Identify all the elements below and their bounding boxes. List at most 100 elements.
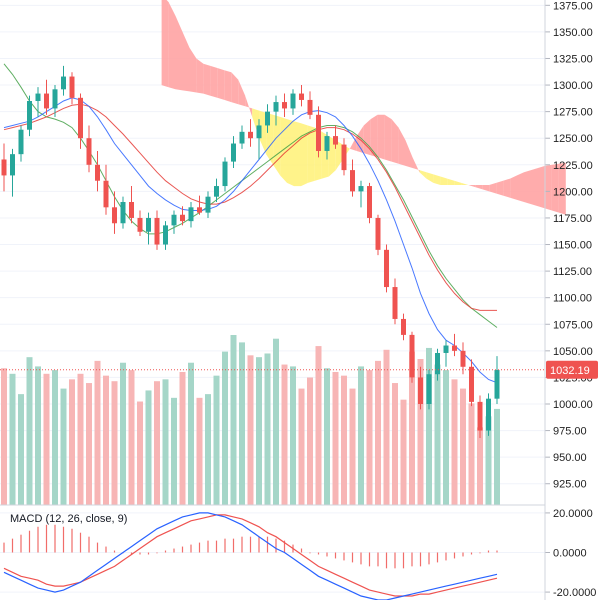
candle[interactable] [180,206,185,226]
candle[interactable] [341,138,347,176]
candle[interactable] [120,196,126,229]
price-tick-label: 1125.00 [553,266,592,278]
candle[interactable] [273,95,279,126]
price-tick-label: 1150.00 [553,240,592,252]
candle[interactable] [375,214,381,256]
macd-histogram-bar [419,552,422,567]
candle[interactable] [86,125,92,173]
volume-bar [188,362,194,505]
candle[interactable] [282,93,287,117]
candle[interactable] [460,342,466,375]
candle[interactable] [61,65,66,96]
candle[interactable] [214,178,219,202]
candle[interactable] [443,340,449,367]
candle[interactable] [112,191,117,234]
candle[interactable] [367,182,372,224]
candle-body [452,345,457,351]
candle-body [222,161,228,187]
price-axis[interactable]: 925.00950.00975.001000.001025.001050.001… [545,0,593,491]
macd-histogram-bar [88,536,90,553]
candle[interactable] [103,164,109,215]
candle[interactable] [27,95,32,137]
candle[interactable] [333,125,338,149]
candle[interactable] [239,125,245,149]
candle[interactable] [477,395,483,439]
volume-bar [273,338,279,505]
candle[interactable] [401,313,406,341]
macd-histogram-bar [62,526,65,553]
candle[interactable] [324,131,330,160]
last-price-marker: 1032.19 [0,360,598,379]
candle-body [120,202,126,224]
macd-histogram-bar [343,552,345,561]
candle[interactable] [188,202,194,228]
candle[interactable] [494,356,500,404]
candle[interactable] [290,89,296,115]
volume-bar [222,351,228,505]
macd-histogram-bar [377,552,379,567]
candle[interactable] [392,278,398,325]
macd-histogram-bar [351,552,354,563]
macd-histogram [3,524,498,569]
candle-body [112,207,117,224]
candle[interactable] [358,180,364,208]
candle[interactable] [52,85,58,117]
candle[interactable] [44,79,49,115]
candle[interactable] [384,244,389,293]
candle[interactable] [171,210,177,234]
volume-bar [94,360,101,505]
macd-histogram-bar [105,546,107,553]
candle-body [282,102,287,109]
cloud-segment-bull [468,185,476,188]
macd-histogram-bar [479,552,481,554]
candle[interactable] [197,195,202,215]
candle[interactable] [35,87,41,117]
price-tick-label: 1275.00 [553,107,593,119]
candle[interactable] [137,210,143,237]
candle[interactable] [418,366,423,410]
candle[interactable] [426,369,432,410]
candle-body [248,131,253,139]
candle[interactable] [18,125,24,162]
candle[interactable] [154,210,160,250]
candle-body [103,180,109,208]
candlesticks[interactable] [1,65,500,439]
candle[interactable] [78,93,83,149]
candle[interactable] [231,136,236,168]
candle[interactable] [129,186,134,224]
candle[interactable] [452,333,457,357]
candle-body [154,217,160,245]
candle[interactable] [307,91,313,120]
candle[interactable] [409,331,415,383]
cloud-segment-bull [489,182,497,194]
macd-axis[interactable]: 20.0000 0.0000 -20.0000 [545,508,596,599]
candle[interactable] [69,72,75,105]
candle[interactable] [10,148,15,197]
candle[interactable] [205,191,211,218]
candle[interactable] [222,157,228,192]
candle[interactable] [146,212,151,245]
candle[interactable] [248,119,253,147]
candle[interactable] [486,393,491,436]
macd-histogram-bar [45,524,48,553]
candle[interactable] [350,159,355,197]
candle[interactable] [469,359,474,407]
volume-bar [290,366,296,505]
candle[interactable] [435,348,440,381]
candle[interactable] [299,85,304,107]
candle[interactable] [265,104,270,133]
volume-bar [120,362,126,505]
volume-bar [434,364,441,505]
volume-bar [281,364,288,505]
candle[interactable] [316,106,321,158]
candle[interactable] [256,119,262,160]
candle[interactable] [1,143,7,192]
price-tick-label: 1200.00 [553,186,593,198]
candle[interactable] [163,221,168,250]
candle[interactable] [95,150,100,192]
macd-histogram-bar [462,552,464,557]
cloud-segment-bull [217,68,225,100]
candle-body [10,154,15,176]
